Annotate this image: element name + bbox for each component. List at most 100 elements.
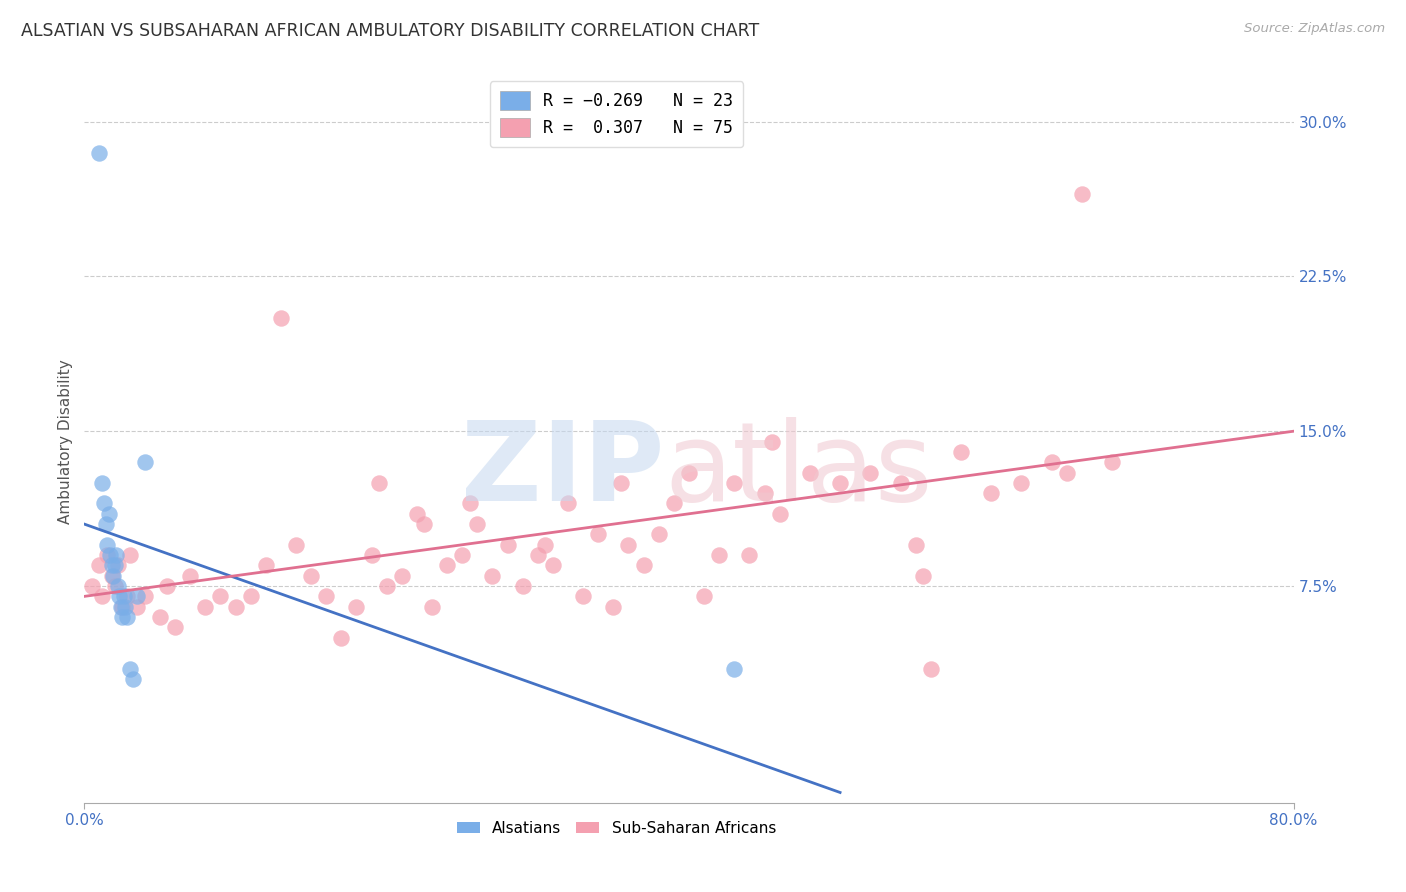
Point: [107, 558, 129, 573]
Point: [723, 475, 745, 490]
Point: [534, 538, 557, 552]
Point: [467, 517, 489, 532]
Point: [391, 568, 413, 582]
Point: [769, 507, 792, 521]
Point: [134, 455, 156, 469]
Text: atlas: atlas: [665, 417, 934, 524]
Point: [1071, 186, 1094, 201]
Point: [436, 558, 458, 573]
Point: [512, 579, 534, 593]
Point: [100, 558, 122, 573]
Point: [89, 145, 111, 160]
Point: [107, 579, 129, 593]
Point: [127, 599, 149, 614]
Point: [799, 466, 821, 480]
Point: [100, 568, 122, 582]
Point: [97, 507, 120, 521]
Point: [541, 558, 564, 573]
Point: [111, 599, 134, 614]
Point: [761, 434, 783, 449]
Point: [709, 548, 731, 562]
Point: [134, 590, 156, 604]
Point: [368, 475, 391, 490]
Point: [588, 527, 610, 541]
Point: [617, 538, 640, 552]
Point: [693, 590, 716, 604]
Point: [406, 507, 429, 521]
Point: [285, 538, 308, 552]
Point: [557, 496, 579, 510]
Point: [1011, 475, 1033, 490]
Point: [890, 475, 912, 490]
Point: [96, 538, 118, 552]
Point: [496, 538, 519, 552]
Point: [105, 548, 128, 562]
Point: [156, 579, 179, 593]
Y-axis label: Ambulatory Disability: Ambulatory Disability: [58, 359, 73, 524]
Point: [1040, 455, 1063, 469]
Point: [89, 558, 111, 573]
Point: [239, 590, 262, 604]
Point: [179, 568, 201, 582]
Point: [118, 662, 141, 676]
Point: [375, 579, 398, 593]
Point: [108, 590, 131, 604]
Point: [859, 466, 882, 480]
Point: [527, 548, 550, 562]
Point: [127, 590, 149, 604]
Point: [149, 610, 172, 624]
Point: [98, 548, 121, 562]
Point: [572, 590, 595, 604]
Point: [420, 599, 443, 614]
Point: [980, 486, 1002, 500]
Point: [104, 579, 127, 593]
Point: [360, 548, 382, 562]
Point: [413, 517, 436, 532]
Point: [610, 475, 633, 490]
Point: [723, 662, 745, 676]
Point: [270, 310, 292, 325]
Point: [165, 620, 187, 634]
Point: [254, 558, 277, 573]
Point: [121, 672, 143, 686]
Point: [96, 548, 118, 562]
Text: ZIP: ZIP: [461, 417, 665, 524]
Point: [738, 548, 761, 562]
Point: [830, 475, 852, 490]
Point: [912, 568, 935, 582]
Point: [93, 496, 115, 510]
Point: [299, 568, 322, 582]
Point: [101, 568, 124, 582]
Point: [110, 599, 132, 614]
Point: [481, 568, 503, 582]
Point: [904, 538, 927, 552]
Point: [111, 610, 134, 624]
Point: [91, 475, 114, 490]
Point: [920, 662, 942, 676]
Point: [194, 599, 217, 614]
Point: [678, 466, 700, 480]
Point: [115, 590, 138, 604]
Point: [648, 527, 671, 541]
Text: ALSATIAN VS SUBSAHARAN AFRICAN AMBULATORY DISABILITY CORRELATION CHART: ALSATIAN VS SUBSAHARAN AFRICAN AMBULATOR…: [21, 22, 759, 40]
Point: [91, 590, 114, 604]
Point: [754, 486, 776, 500]
Text: Source: ZipAtlas.com: Source: ZipAtlas.com: [1244, 22, 1385, 36]
Point: [94, 517, 117, 532]
Point: [662, 496, 685, 510]
Point: [346, 599, 368, 614]
Point: [315, 590, 337, 604]
Point: [104, 558, 127, 573]
Point: [330, 631, 353, 645]
Point: [458, 496, 481, 510]
Point: [209, 590, 232, 604]
Point: [115, 610, 138, 624]
Point: [118, 548, 141, 562]
Point: [950, 445, 973, 459]
Point: [112, 590, 135, 604]
Point: [1101, 455, 1123, 469]
Point: [225, 599, 247, 614]
Point: [80, 579, 103, 593]
Point: [633, 558, 655, 573]
Point: [1056, 466, 1078, 480]
